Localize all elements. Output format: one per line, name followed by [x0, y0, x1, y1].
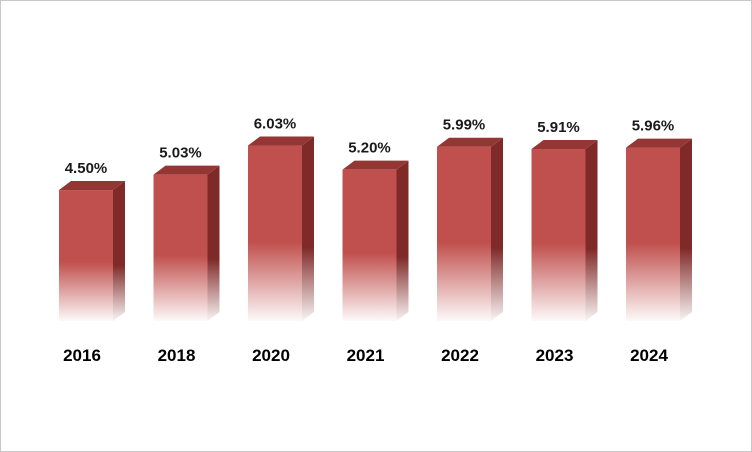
value-label-2021: 5.20%	[348, 140, 391, 157]
bar-top-2018	[153, 165, 220, 175]
bar-2024	[626, 138, 692, 321]
value-label-2018: 5.03%	[159, 145, 202, 162]
category-label-2020: 2020	[252, 346, 290, 365]
bar-2021	[342, 160, 409, 321]
category-label-2024: 2024	[630, 346, 668, 365]
value-label-2022: 5.99%	[443, 117, 486, 134]
value-label-2020: 6.03%	[254, 116, 297, 133]
value-label-2023: 5.91%	[537, 119, 580, 136]
bar-side-2024	[680, 138, 692, 321]
bar-side-2020	[302, 136, 314, 321]
bar-side-2018	[207, 165, 220, 321]
bar-top-2022	[437, 137, 503, 147]
bar-top-2024	[626, 138, 692, 148]
bar-top-2023	[531, 140, 598, 150]
bar-2020	[248, 136, 314, 321]
bar-top-2020	[248, 136, 314, 146]
bar-front-2022	[437, 146, 491, 321]
category-label-2018: 2018	[158, 346, 196, 365]
bar-top-2016	[59, 181, 125, 191]
category-labels-group: 2016 2018 2020 2021 2022 2023 2024	[63, 346, 668, 365]
category-label-2021: 2021	[347, 346, 385, 365]
bar-front-2020	[248, 145, 302, 321]
bar-2023	[531, 140, 598, 321]
bar-2016	[59, 181, 125, 321]
bar-side-2022	[491, 137, 503, 321]
bar-side-2023	[585, 140, 598, 321]
category-label-2022: 2022	[441, 346, 479, 365]
bar-front-2023	[531, 149, 586, 321]
bar-2018	[153, 165, 220, 321]
bar-front-2018	[153, 174, 208, 321]
bars-group	[59, 136, 692, 321]
category-label-2016: 2016	[63, 346, 101, 365]
bar-top-2021	[342, 160, 409, 170]
value-labels-group: 4.50% 5.03% 6.03% 5.20% 5.99% 5.91% 5.96%	[65, 116, 675, 178]
bar-2022	[437, 137, 503, 321]
value-label-2024: 5.96%	[632, 118, 675, 135]
bar-front-2016	[59, 190, 113, 321]
value-label-2016: 4.50%	[65, 160, 108, 177]
bar-front-2021	[342, 169, 397, 321]
bar-side-2021	[396, 160, 409, 321]
bar-front-2024	[626, 147, 680, 321]
category-label-2023: 2023	[536, 346, 574, 365]
bar-side-2016	[113, 181, 125, 321]
